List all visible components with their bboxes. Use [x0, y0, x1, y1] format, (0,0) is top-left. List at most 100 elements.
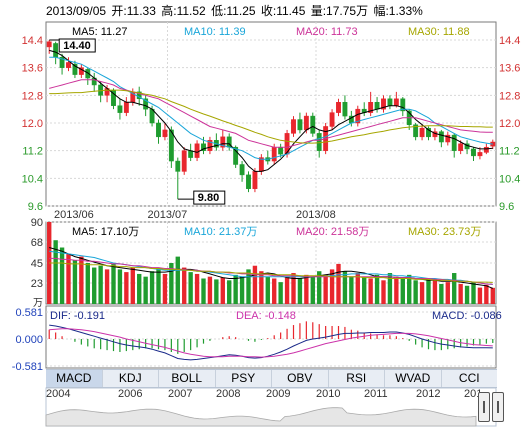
volume-bar — [252, 265, 258, 304]
min-marker-box — [193, 190, 226, 205]
volume-bar — [368, 278, 373, 304]
volume-bar — [381, 280, 386, 304]
year-label: 201 — [464, 388, 483, 400]
range-handle-right[interactable] — [492, 392, 504, 422]
tab-macd[interactable]: MACD — [46, 370, 103, 387]
tab-rsi[interactable]: RSI — [329, 370, 385, 387]
volume-bar — [439, 283, 444, 304]
volume-bar — [53, 240, 58, 304]
main-y-tick-left: 12.8 — [22, 90, 43, 102]
candle-body — [368, 102, 374, 113]
volume-bar — [387, 273, 393, 304]
volume-bar — [130, 267, 135, 304]
volume-bar — [104, 269, 110, 304]
candle-body — [271, 146, 277, 162]
candle-body — [477, 152, 483, 157]
tab-obv[interactable]: OBV — [272, 370, 329, 387]
candle-body — [471, 148, 476, 157]
macd-dif-line — [49, 324, 493, 361]
main-date-label: 2013/06 — [54, 209, 94, 221]
volume-bar — [464, 285, 470, 304]
candle-body — [239, 164, 245, 176]
candle-body — [252, 171, 258, 189]
volume-bar — [143, 276, 148, 304]
quote-high: 高:11.52 — [161, 4, 206, 18]
tab-cci[interactable]: CCI — [458, 371, 480, 385]
candle-body — [393, 98, 399, 106]
candle-body — [291, 119, 296, 134]
quote-low: 低:11.25 — [211, 4, 256, 18]
volume-bar — [445, 282, 450, 304]
main-y-tick-right: 13.6 — [499, 63, 520, 75]
candle-body — [387, 98, 393, 106]
volume-bar — [471, 282, 476, 304]
main-y-tick-right: 11.2 — [499, 146, 520, 158]
range-handle-left[interactable] — [478, 392, 490, 422]
quote-volume: 量:17.75万 — [310, 4, 369, 18]
candle-body — [201, 143, 206, 151]
main-ma-line — [49, 89, 493, 144]
main-y-tick-left: 12.0 — [22, 118, 43, 130]
quote-close: 收:11.45 — [260, 4, 306, 18]
candle-body — [168, 129, 174, 162]
candle-body — [336, 102, 341, 113]
macd-y-tick: 0.000 — [15, 334, 43, 346]
quote-change: 幅:1.33% — [373, 4, 423, 18]
candle-body — [413, 124, 419, 138]
main-ma-label: MA5: 11.27 — [72, 26, 127, 38]
candle-body — [59, 57, 65, 68]
candle-body — [136, 91, 142, 100]
candle-body — [207, 140, 213, 151]
main-y-tick-right: 12.8 — [499, 90, 520, 102]
volume-bar — [413, 280, 418, 304]
candle-body — [66, 62, 71, 68]
volume-bar — [291, 273, 296, 304]
main-date-label: 2013/08 — [296, 209, 336, 221]
volume-unit-label: 万 — [33, 298, 43, 309]
year-label: 2006 — [118, 388, 143, 400]
volume-bar — [484, 284, 489, 304]
year-label: 2004 — [46, 388, 71, 400]
volume-bar — [477, 287, 483, 304]
volume-bar — [362, 276, 367, 304]
main-ma-line — [49, 49, 493, 172]
volume-ma-label: MA10: 21.37万 — [184, 226, 257, 238]
tab-kdj[interactable]: KDJ — [103, 370, 159, 387]
main-y-tick-right: 9.6 — [499, 201, 514, 213]
volume-bar — [400, 278, 405, 304]
volume-bar — [259, 271, 264, 304]
candle-body — [483, 146, 489, 153]
main-y-tick-left: 13.6 — [22, 63, 43, 75]
year-label: 2012 — [416, 388, 441, 400]
volume-bar — [407, 274, 412, 304]
main-ma-label: MA30: 11.88 — [408, 26, 470, 38]
volume-bar — [355, 273, 360, 304]
tab-boll[interactable]: BOLL — [159, 370, 216, 387]
candle-body — [123, 102, 129, 113]
volume-bar — [419, 282, 425, 304]
volume-bar — [149, 271, 155, 304]
volume-ma-label: MA30: 23.73万 — [408, 226, 481, 238]
candle-body — [303, 115, 309, 131]
volume-bar — [233, 274, 238, 304]
max-marker-label: 14.40 — [63, 40, 91, 52]
volume-bar — [265, 276, 270, 304]
year-label: 2007 — [168, 388, 193, 400]
candle-body — [181, 150, 187, 172]
candle-body — [72, 63, 78, 75]
tab-psy[interactable]: PSY — [216, 370, 272, 387]
volume-ma-line — [49, 262, 493, 283]
candle-body — [419, 127, 425, 138]
volume-bar — [72, 260, 78, 304]
main-y-tick-left: 14.4 — [22, 35, 43, 47]
volume-bar — [92, 267, 97, 304]
candle-body — [445, 134, 451, 143]
volume-ma-label: MA5: 17.10万 — [72, 226, 139, 238]
candle-body — [426, 127, 431, 138]
volume-bar — [432, 278, 438, 304]
main-y-tick-left: 11.2 — [22, 146, 43, 158]
volume-bar — [59, 247, 65, 304]
candle-body — [316, 133, 322, 151]
tab-wvad[interactable]: WVAD — [385, 370, 442, 387]
candle-body — [162, 129, 168, 138]
